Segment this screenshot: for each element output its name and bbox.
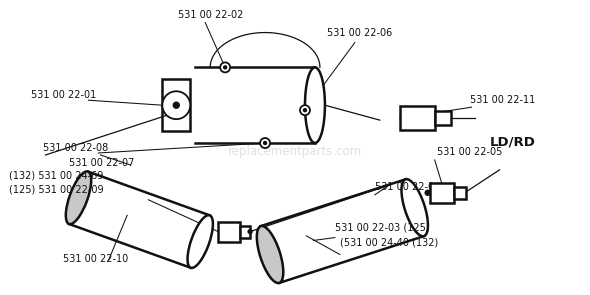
- FancyBboxPatch shape: [218, 222, 240, 242]
- Text: 531 00 22-03 (125): 531 00 22-03 (125): [335, 223, 430, 233]
- Circle shape: [300, 105, 310, 115]
- Text: 531 00 22-08: 531 00 22-08: [42, 143, 108, 153]
- Text: 531 00 22-11: 531 00 22-11: [470, 95, 535, 105]
- FancyBboxPatch shape: [435, 111, 451, 125]
- Circle shape: [260, 138, 270, 148]
- Ellipse shape: [305, 67, 325, 143]
- Text: replacementparts.com: replacementparts.com: [228, 145, 362, 158]
- Ellipse shape: [401, 179, 428, 236]
- FancyBboxPatch shape: [400, 106, 435, 130]
- Text: (132) 531 00 24-69: (132) 531 00 24-69: [9, 171, 103, 181]
- Text: 531 00 22-06: 531 00 22-06: [327, 27, 392, 37]
- Text: 531 00 22-07: 531 00 22-07: [68, 158, 134, 168]
- Text: 531 00 22-04: 531 00 22-04: [375, 182, 440, 192]
- Ellipse shape: [257, 226, 283, 283]
- Circle shape: [173, 102, 179, 108]
- Text: 531 00 22-05: 531 00 22-05: [437, 147, 502, 157]
- Text: LD/RD: LD/RD: [490, 135, 535, 148]
- Text: 531 00 22-02: 531 00 22-02: [178, 10, 244, 20]
- Circle shape: [248, 230, 252, 234]
- Text: (125) 531 00 22-09: (125) 531 00 22-09: [9, 185, 103, 195]
- Text: 531 00 22-10: 531 00 22-10: [63, 255, 128, 265]
- Text: 531 00 22-01: 531 00 22-01: [31, 90, 96, 100]
- Circle shape: [220, 63, 230, 72]
- Circle shape: [425, 190, 430, 195]
- FancyBboxPatch shape: [430, 183, 454, 203]
- FancyBboxPatch shape: [454, 187, 466, 199]
- Text: (531 00 24-40 (132): (531 00 24-40 (132): [340, 237, 438, 248]
- Circle shape: [303, 109, 306, 112]
- Ellipse shape: [188, 215, 213, 268]
- Circle shape: [264, 142, 267, 145]
- Circle shape: [224, 66, 227, 69]
- Circle shape: [162, 91, 190, 119]
- Ellipse shape: [66, 171, 91, 224]
- FancyBboxPatch shape: [240, 226, 250, 237]
- FancyBboxPatch shape: [162, 79, 190, 131]
